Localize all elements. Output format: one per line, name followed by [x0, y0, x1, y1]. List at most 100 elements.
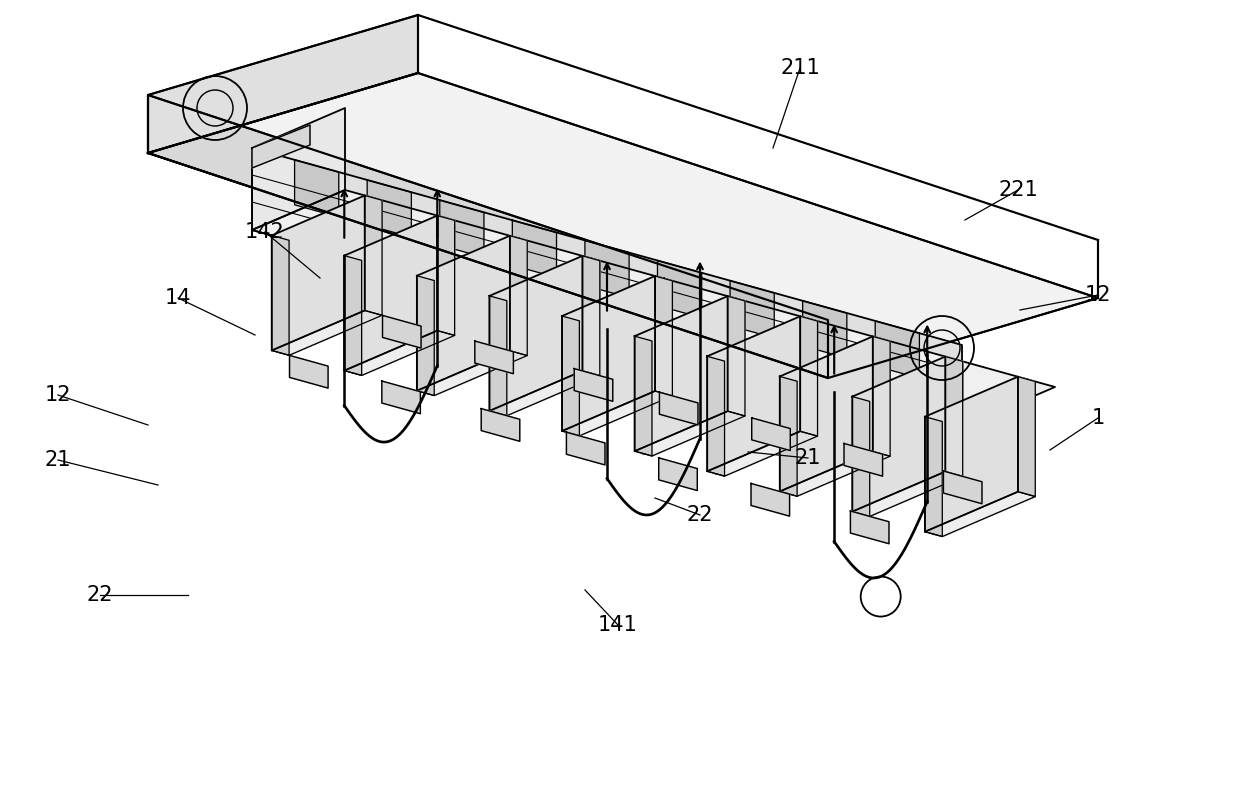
Polygon shape — [148, 15, 418, 153]
Polygon shape — [570, 319, 644, 397]
Text: 12: 12 — [1085, 285, 1111, 305]
Polygon shape — [438, 215, 455, 336]
Polygon shape — [934, 379, 1027, 534]
Polygon shape — [583, 256, 600, 376]
Polygon shape — [570, 279, 663, 433]
Polygon shape — [852, 472, 962, 517]
Polygon shape — [925, 492, 1035, 537]
Polygon shape — [574, 368, 613, 401]
Polygon shape — [362, 220, 455, 376]
Polygon shape — [780, 376, 797, 497]
Polygon shape — [715, 319, 808, 473]
Polygon shape — [797, 341, 890, 497]
Text: 21: 21 — [45, 450, 71, 470]
Polygon shape — [707, 356, 724, 476]
Polygon shape — [567, 433, 605, 465]
Polygon shape — [658, 458, 697, 490]
Polygon shape — [425, 238, 518, 393]
Text: 142: 142 — [246, 222, 285, 242]
Polygon shape — [579, 281, 672, 436]
Polygon shape — [707, 431, 817, 476]
Polygon shape — [490, 296, 507, 416]
Polygon shape — [730, 280, 774, 338]
Polygon shape — [945, 356, 962, 477]
Polygon shape — [800, 316, 817, 436]
Polygon shape — [844, 444, 883, 476]
Polygon shape — [440, 200, 484, 257]
Polygon shape — [490, 371, 600, 416]
Polygon shape — [873, 336, 890, 457]
Polygon shape — [365, 195, 382, 316]
Text: 22: 22 — [687, 505, 713, 525]
Polygon shape — [944, 471, 982, 504]
Polygon shape — [272, 311, 382, 356]
Polygon shape — [475, 341, 513, 374]
Polygon shape — [861, 399, 934, 478]
Polygon shape — [345, 331, 455, 376]
Polygon shape — [925, 376, 1018, 532]
Polygon shape — [861, 359, 954, 514]
Polygon shape — [660, 392, 698, 425]
Polygon shape — [289, 200, 382, 356]
Text: 141: 141 — [598, 615, 637, 635]
Polygon shape — [280, 238, 353, 317]
Polygon shape — [252, 108, 345, 230]
Polygon shape — [345, 256, 362, 376]
Polygon shape — [562, 276, 655, 431]
Polygon shape — [498, 258, 591, 413]
Polygon shape — [724, 321, 817, 476]
Text: 211: 211 — [780, 58, 820, 78]
Text: 221: 221 — [998, 180, 1038, 200]
Text: 21: 21 — [795, 448, 821, 468]
Polygon shape — [852, 396, 869, 517]
Polygon shape — [635, 411, 745, 456]
Polygon shape — [789, 379, 861, 458]
Polygon shape — [657, 260, 702, 318]
Polygon shape — [751, 418, 790, 450]
Polygon shape — [295, 160, 339, 217]
Polygon shape — [728, 296, 745, 416]
Text: 12: 12 — [45, 385, 71, 405]
Polygon shape — [644, 339, 715, 417]
Polygon shape — [252, 148, 962, 427]
Polygon shape — [481, 409, 520, 441]
Polygon shape — [715, 359, 789, 438]
Text: 1: 1 — [1091, 408, 1105, 428]
Polygon shape — [425, 278, 498, 357]
Polygon shape — [875, 321, 919, 378]
Polygon shape — [289, 356, 329, 388]
Polygon shape — [280, 198, 373, 353]
Polygon shape — [382, 381, 420, 414]
Polygon shape — [585, 240, 629, 298]
Polygon shape — [1018, 376, 1035, 497]
Polygon shape — [512, 220, 557, 277]
Polygon shape — [510, 235, 527, 356]
Polygon shape — [434, 240, 527, 396]
Polygon shape — [148, 95, 828, 378]
Polygon shape — [869, 361, 962, 517]
Polygon shape — [353, 258, 425, 337]
Polygon shape — [252, 125, 310, 168]
Polygon shape — [635, 336, 652, 456]
Polygon shape — [367, 180, 412, 237]
Polygon shape — [942, 381, 1035, 537]
Text: 14: 14 — [165, 288, 191, 308]
Polygon shape — [562, 391, 672, 436]
Polygon shape — [272, 235, 289, 356]
Polygon shape — [780, 336, 873, 492]
Polygon shape — [852, 356, 945, 512]
Polygon shape — [655, 276, 672, 396]
Polygon shape — [635, 296, 728, 451]
Polygon shape — [353, 218, 446, 373]
Polygon shape — [644, 299, 737, 453]
Polygon shape — [707, 316, 800, 471]
Polygon shape — [272, 195, 365, 351]
Polygon shape — [345, 215, 438, 371]
Polygon shape — [925, 417, 942, 537]
Polygon shape — [417, 351, 527, 396]
Polygon shape — [652, 301, 745, 456]
Polygon shape — [382, 316, 422, 348]
Polygon shape — [252, 190, 1055, 427]
Polygon shape — [498, 298, 570, 377]
Polygon shape — [417, 276, 434, 396]
